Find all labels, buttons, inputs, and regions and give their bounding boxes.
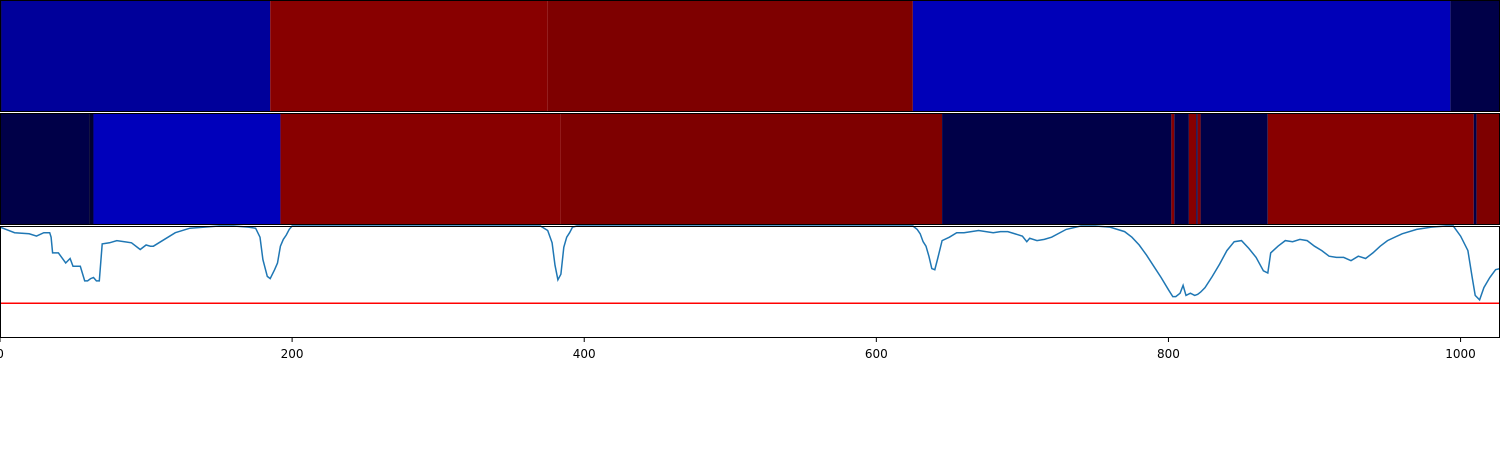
- x-tick-label-0: 0: [0, 347, 4, 361]
- series-line-0: [0, 225, 1500, 302]
- heatmap-cell-2-10: [1197, 113, 1201, 225]
- heatmap-cell-2-7: [1174, 113, 1189, 225]
- heatmap-cell-2-2: [93, 113, 281, 225]
- heatmap-cell-2-0: [0, 113, 90, 225]
- heatmap-cell-2-11: [1200, 113, 1268, 225]
- heatmap-cell-2-5: [942, 113, 1172, 225]
- x-tick-label-400: 400: [573, 347, 596, 361]
- heatmap-cell-2-6: [1171, 113, 1175, 225]
- heatmap-cell-2-4: [560, 113, 943, 225]
- heatmap-cell-1-4: [912, 0, 1451, 112]
- heatmap-cell-2-13: [1473, 113, 1477, 225]
- heatmap-panel-top: [0, 0, 1500, 112]
- heatmap-cell-1-5: [1450, 0, 1500, 112]
- heatmap-panel-middle: [0, 113, 1500, 225]
- line-panel: [0, 225, 1500, 338]
- heatmap-cell-2-3: [280, 113, 561, 225]
- heatmap-cell-1-2: [270, 0, 548, 112]
- heatmap-cell-1-3: [547, 0, 913, 112]
- x-tick-label-200: 200: [281, 347, 304, 361]
- x-tick-label-800: 800: [1157, 347, 1180, 361]
- x-axis: 0 200 400 600 800 1000: [0, 338, 1476, 361]
- heatmap-cell-2-14: [1476, 113, 1500, 225]
- heatmap-cell-2-12: [1267, 113, 1474, 225]
- heatmap-cell-1-1: [1, 0, 271, 112]
- x-tick-label-600: 600: [865, 347, 888, 361]
- heatmap-cell-2-9: [1196, 113, 1198, 225]
- line-panel-frame: [0, 226, 1500, 338]
- heatmap-cell-2-1: [89, 113, 94, 225]
- x-tick-label-1000: 1000: [1445, 347, 1476, 361]
- heatmap-cell-2-8: [1188, 113, 1197, 225]
